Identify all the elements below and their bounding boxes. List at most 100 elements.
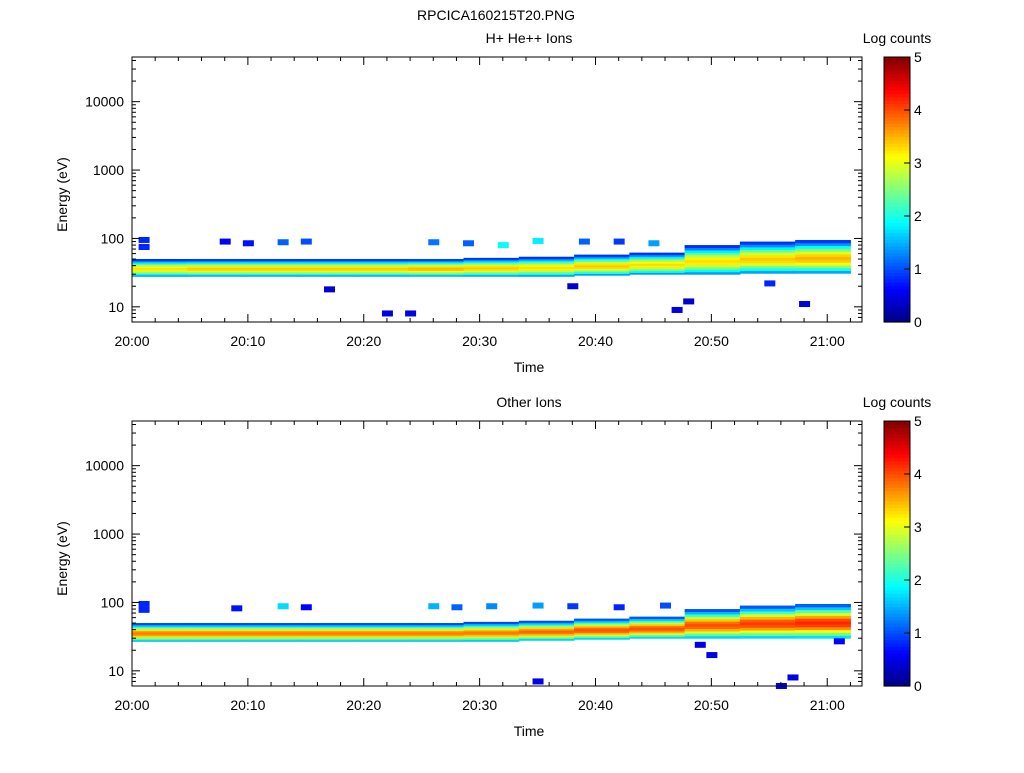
band-cell (574, 623, 630, 626)
colorbar-segment (884, 440, 910, 445)
x-tick-label: 20:50 (694, 697, 729, 713)
band-cell (629, 272, 686, 275)
data-cell (660, 602, 672, 609)
band-cell (795, 248, 851, 252)
band-cell (518, 263, 575, 266)
data-cell (497, 242, 509, 249)
band-cell (132, 269, 188, 272)
band-cell (297, 633, 354, 636)
band-cell (132, 638, 188, 641)
band-cell (242, 273, 299, 276)
colorbar-segment (884, 96, 910, 101)
spectrogram-panel-1: 20:00 20:10 20:20 20:30 20:40 20:50 21:0010100… (54, 30, 931, 375)
colorbar-segment (884, 447, 910, 452)
band-cell (574, 628, 630, 632)
colorbar-segment (884, 444, 910, 449)
colorbar-segment (884, 100, 910, 104)
band-cell (408, 271, 465, 274)
colorbar-segment (884, 460, 910, 465)
band-cell (242, 264, 299, 267)
band-cell (353, 623, 409, 626)
band-cell (242, 266, 299, 269)
band-cell (132, 629, 188, 632)
band-cell (242, 270, 299, 273)
band-cell (629, 265, 686, 268)
colorbar-frame (883, 56, 911, 323)
colorbar-segment (884, 93, 910, 98)
band-cell (463, 634, 520, 637)
colorbar-segment (884, 682, 910, 687)
band-cell (408, 263, 465, 266)
data-cell (613, 604, 625, 611)
band-cell (684, 635, 741, 639)
band-cell (629, 254, 686, 257)
band-cell (408, 635, 465, 638)
band-cell (795, 267, 851, 271)
band-cell (187, 624, 244, 627)
band-cell (408, 633, 465, 636)
colorbar-segment (884, 143, 910, 148)
data-cell (300, 238, 312, 245)
colorbar-segment (884, 239, 910, 244)
colorbar-segment (884, 225, 910, 230)
band-cell (187, 629, 244, 632)
band-cell (684, 252, 741, 256)
band-cell (795, 245, 851, 249)
colorbar-segment (884, 199, 910, 204)
colorbar-segment (884, 315, 910, 320)
colorbar-segment (884, 110, 910, 114)
band-cell (242, 624, 299, 627)
band-cell (408, 624, 465, 627)
data-cell (578, 238, 590, 245)
y-tick-label: 10 (108, 663, 124, 679)
colorbar-segment (884, 63, 910, 68)
colorbar-segment (884, 282, 910, 287)
colorbar-tick-label: 4 (914, 466, 922, 482)
colorbar-segment (884, 533, 910, 538)
colorbar-segment (884, 483, 910, 488)
band-cell (795, 635, 851, 639)
band-cell (739, 635, 796, 639)
colorbar-segment (884, 292, 910, 297)
band-cell (795, 253, 851, 258)
band-cell (353, 259, 409, 261)
colorbar-segment (884, 133, 910, 138)
colorbar-segment (884, 556, 910, 561)
colorbar-segment (884, 136, 910, 141)
band-cell (518, 633, 575, 636)
band-cell (132, 632, 188, 635)
band-cell (242, 638, 299, 641)
colorbar-tick-label: 3 (914, 519, 922, 535)
band-cell (242, 269, 299, 272)
colorbar-segment (884, 583, 910, 588)
band-cell (629, 625, 686, 628)
colorbar-segment (884, 262, 910, 267)
colorbar-segment (884, 192, 910, 197)
band-cell (353, 636, 409, 639)
band-cell (795, 603, 851, 608)
band-cell (574, 271, 630, 274)
colorbar-segment (884, 619, 910, 624)
band-cell (795, 256, 851, 260)
colorbar-segment (884, 543, 910, 548)
data-cell (300, 604, 312, 611)
band-cell (684, 266, 741, 270)
band-cell (353, 632, 409, 635)
colorbar-segment (884, 580, 910, 584)
band-cell (187, 274, 244, 277)
band-cell (187, 259, 244, 261)
band-cell (353, 271, 409, 274)
x-tick-label: 20:00 (114, 333, 149, 349)
colorbar-segment (884, 259, 910, 263)
band-cell (739, 265, 796, 269)
colorbar-segment (884, 454, 910, 459)
y-tick-label: 10000 (85, 458, 124, 474)
band-cell (518, 638, 575, 641)
band-cell (242, 274, 299, 277)
band-cell (187, 633, 244, 636)
band-cell (463, 274, 520, 277)
colorbar-segment (884, 163, 910, 167)
colorbar-tick-label: 1 (914, 625, 922, 641)
band-cell (353, 638, 409, 641)
colorbar-segment (884, 73, 910, 78)
